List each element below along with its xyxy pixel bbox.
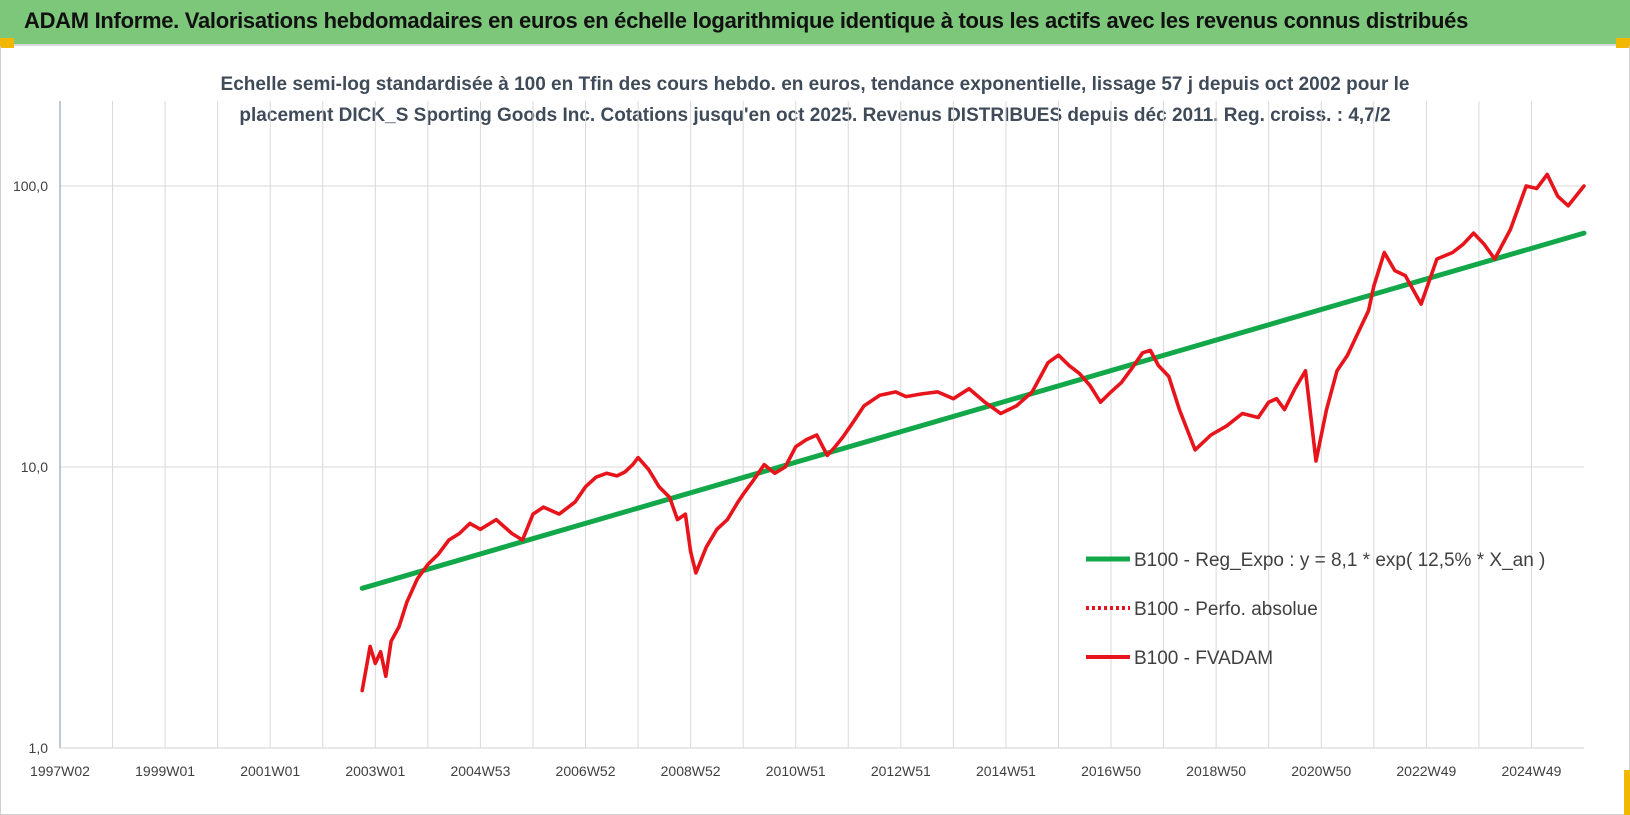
x-tick-label: 2008W52 xyxy=(661,763,721,779)
x-tick-label: 1999W01 xyxy=(135,763,195,779)
banner-title: ADAM Informe. Valorisations hebdomadaire… xyxy=(24,8,1469,33)
series xyxy=(359,172,1587,693)
axes xyxy=(59,101,1584,749)
x-tick-label: 2006W52 xyxy=(556,763,616,779)
legend: B100 - Reg_Expo : y = 8,1 * exp( 12,5% *… xyxy=(1086,550,1545,669)
y-tick-label: 10,0 xyxy=(21,459,48,475)
legend-label: B100 - FVADAM xyxy=(1134,648,1273,669)
grid xyxy=(59,101,1584,749)
x-tick-label: 2024W49 xyxy=(1501,763,1561,779)
scroll-edge-marker xyxy=(1624,770,1630,815)
x-tick-label: 2003W01 xyxy=(345,763,405,779)
y-tick-labels: 1,0 10,0 100,0 xyxy=(13,178,48,756)
chart-title-line: Echelle semi-log standardisée à 100 en T… xyxy=(221,74,1410,95)
x-tick-label: 2010W51 xyxy=(766,763,826,779)
x-tick-label: 2016W50 xyxy=(1081,763,1141,779)
x-tick-label: 2022W49 xyxy=(1396,763,1456,779)
series-line-regression xyxy=(359,230,1587,591)
legend-label: B100 - Reg_Expo : y = 8,1 * exp( 12,5% *… xyxy=(1134,550,1545,571)
x-tick-labels: 1997W02 1999W01 2001W01 2003W01 2004W53 2006W… xyxy=(30,763,1562,779)
corner-marker-left xyxy=(0,38,14,48)
y-tick-label: 1,0 xyxy=(29,740,49,756)
legend-label: B100 - Perfo. absolue xyxy=(1134,599,1318,620)
chart-title-line: placement DICK_S Sporting Goods Inc. Cot… xyxy=(239,105,1390,126)
x-tick-label: 2012W51 xyxy=(871,763,931,779)
series-line-fvadam xyxy=(360,172,1586,693)
x-tick-label: 2014W51 xyxy=(976,763,1036,779)
chart: Echelle semi-log standardisée à 100 en T… xyxy=(13,74,1587,779)
x-tick-label: 2004W53 xyxy=(450,763,510,779)
banner: ADAM Informe. Valorisations hebdomadaire… xyxy=(0,0,1630,46)
corner-marker-right xyxy=(1616,38,1630,48)
y-tick-label: 100,0 xyxy=(13,178,48,194)
chart-title: Echelle semi-log standardisée à 100 en T… xyxy=(221,74,1410,126)
x-tick-label: 2018W50 xyxy=(1186,763,1246,779)
x-tick-label: 1997W02 xyxy=(30,763,90,779)
x-tick-label: 2001W01 xyxy=(240,763,300,779)
x-tick-label: 2020W50 xyxy=(1291,763,1351,779)
